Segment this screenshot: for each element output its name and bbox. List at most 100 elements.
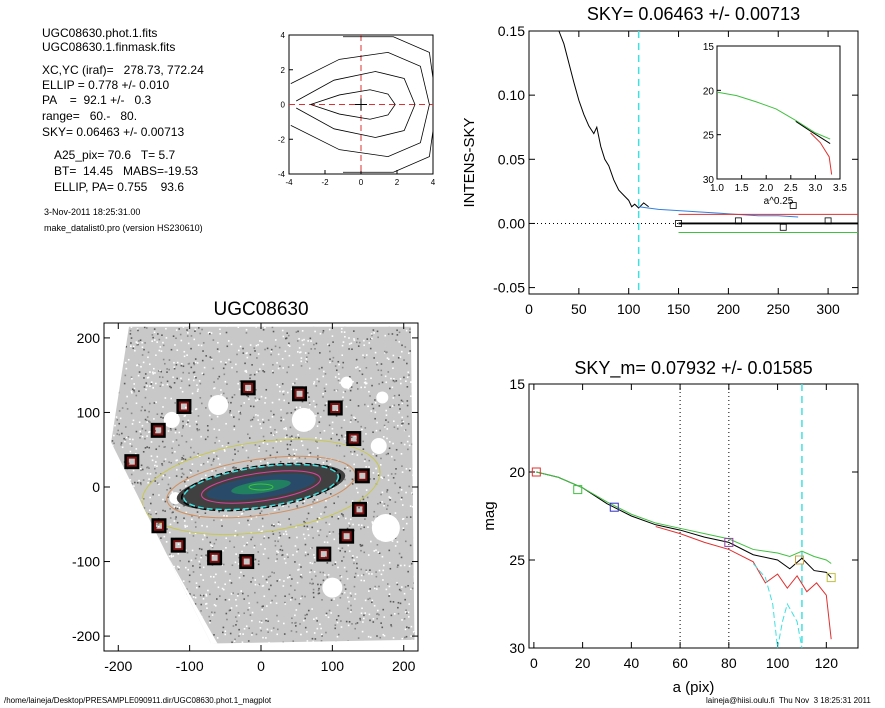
image-speckle — [317, 530, 319, 532]
image-speckle — [257, 344, 259, 346]
image-speckle — [218, 429, 221, 431]
image-mask-square — [241, 556, 252, 567]
image-speckle — [152, 554, 155, 557]
image-speckle — [159, 325, 161, 327]
image-speckle — [393, 459, 396, 461]
image-speckle — [353, 338, 355, 340]
image-speckle — [154, 467, 156, 470]
image-speckle — [115, 416, 118, 418]
image-speckle — [353, 330, 355, 332]
image-speckle — [295, 631, 298, 633]
image-speckle — [271, 571, 273, 574]
image-speckle — [187, 645, 189, 647]
image-speckle — [372, 431, 374, 434]
image-speckle — [196, 428, 199, 430]
image-speckle — [381, 555, 384, 558]
sky-ytick-label: -0.05 — [493, 280, 525, 296]
image-speckle — [219, 595, 221, 597]
image-speckle — [371, 403, 374, 406]
image-speckle — [211, 358, 213, 361]
image-speckle — [259, 423, 261, 425]
image-speckle — [171, 607, 173, 610]
image-speckle — [159, 608, 161, 611]
image-speckle — [245, 625, 248, 628]
image-speckle — [340, 331, 343, 333]
image-speckle — [355, 487, 358, 490]
image-speckle — [307, 528, 309, 531]
image-speckle — [392, 601, 395, 603]
image-speckle — [369, 597, 371, 600]
image-speckle — [146, 466, 149, 469]
image-speckle — [140, 365, 142, 368]
image-speckle — [106, 460, 108, 462]
image-speckle — [309, 561, 312, 564]
image-speckle — [202, 566, 205, 569]
image-speckle — [390, 625, 393, 628]
image-speckle — [189, 456, 192, 458]
image-speckle — [132, 345, 135, 348]
image-speckle — [156, 557, 158, 560]
image-speckle — [406, 440, 409, 443]
image-speckle — [253, 347, 256, 349]
image-speckle — [199, 563, 201, 566]
image-speckle — [262, 575, 264, 578]
image-speckle — [319, 571, 322, 574]
image-speckle — [409, 544, 412, 547]
image-speckle — [111, 346, 112, 349]
image-speckle — [109, 576, 111, 578]
image-speckle — [401, 419, 403, 422]
image-speckle — [386, 437, 388, 440]
image-speckle — [248, 606, 251, 609]
image-speckle — [188, 574, 191, 577]
image-speckle — [295, 331, 298, 333]
image-speckle — [153, 573, 156, 575]
image-speckle — [371, 334, 373, 337]
image-speckle — [411, 390, 414, 392]
image-speckle — [296, 506, 299, 509]
inset-series-line — [716, 91, 831, 140]
image-speckle — [144, 552, 146, 554]
image-speckle — [201, 328, 203, 331]
image-inner-ellipse — [248, 483, 274, 491]
image-speckle — [388, 447, 391, 450]
image-speckle — [299, 575, 302, 578]
image-speckle — [179, 559, 181, 562]
image-speckle — [409, 505, 412, 507]
image-speckle — [348, 600, 350, 603]
image-speckle — [182, 629, 185, 631]
image-speckle — [338, 439, 340, 441]
image-speckle — [111, 479, 114, 481]
image-speckle — [374, 411, 377, 414]
image-speckle — [391, 386, 394, 389]
image-speckle — [279, 365, 281, 368]
image-speckle — [316, 517, 319, 520]
image-speckle — [138, 371, 141, 373]
image-speckle — [342, 514, 344, 516]
image-speckle — [133, 530, 136, 533]
image-speckle — [356, 622, 359, 624]
image-speckle — [332, 487, 334, 489]
image-speckle — [130, 390, 133, 393]
image-speckle — [151, 542, 153, 545]
image-speckle — [396, 329, 398, 332]
image-speckle — [145, 419, 148, 422]
image-speckle — [264, 348, 266, 351]
image-speckle — [241, 550, 243, 553]
image-speckle — [277, 551, 279, 554]
image-speckle — [378, 383, 380, 385]
image-speckle — [127, 530, 130, 532]
image-speckle — [161, 616, 163, 619]
image-speckle — [108, 371, 110, 373]
image-speckle — [394, 545, 397, 547]
image-speckle — [356, 567, 358, 569]
image-speckle — [350, 342, 353, 345]
image-speckle — [111, 408, 112, 410]
image-speckle — [321, 366, 323, 369]
image-speckle — [234, 638, 236, 641]
image-speckle — [180, 377, 182, 380]
image-speckle — [198, 560, 201, 563]
image-speckle — [244, 370, 247, 372]
image-speckle — [202, 462, 205, 465]
image-speckle — [188, 372, 190, 374]
image-speckle — [399, 408, 401, 410]
